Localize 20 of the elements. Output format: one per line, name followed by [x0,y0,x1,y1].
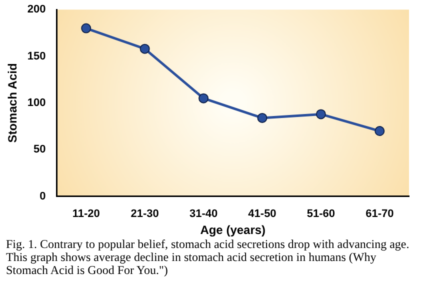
point [257,112,268,123]
point [374,126,385,136]
x-tick-label: 21-30 [130,208,159,220]
x-tick-label: 11-20 [72,208,100,220]
point [198,93,209,104]
y-axis-title: Stomach Acid [6,63,20,143]
y-tick-label: 50 [34,144,46,156]
x-axis-title: Age (years) [200,223,266,238]
y-tick-label: 100 [27,97,46,110]
point [81,23,92,34]
point [140,44,150,54]
y-tick-label: 200 [27,4,46,16]
x-tick-label: 41-50 [248,208,276,220]
y-tick-label: 0 [40,190,46,202]
x-tick-label: 51-60 [306,208,336,220]
x-tick-label: 31-40 [189,208,218,220]
point [316,109,326,120]
y-tick-label: 150 [27,50,46,62]
x-tick-label: 61-70 [366,208,394,220]
caption: Fig. 1. Contrary to popular belief, stomach acid secretions drop with advancing age. This graph shows average decline in stomach acid secretion in humans (Why Stomach Acid is Good For You.") [6,237,410,277]
